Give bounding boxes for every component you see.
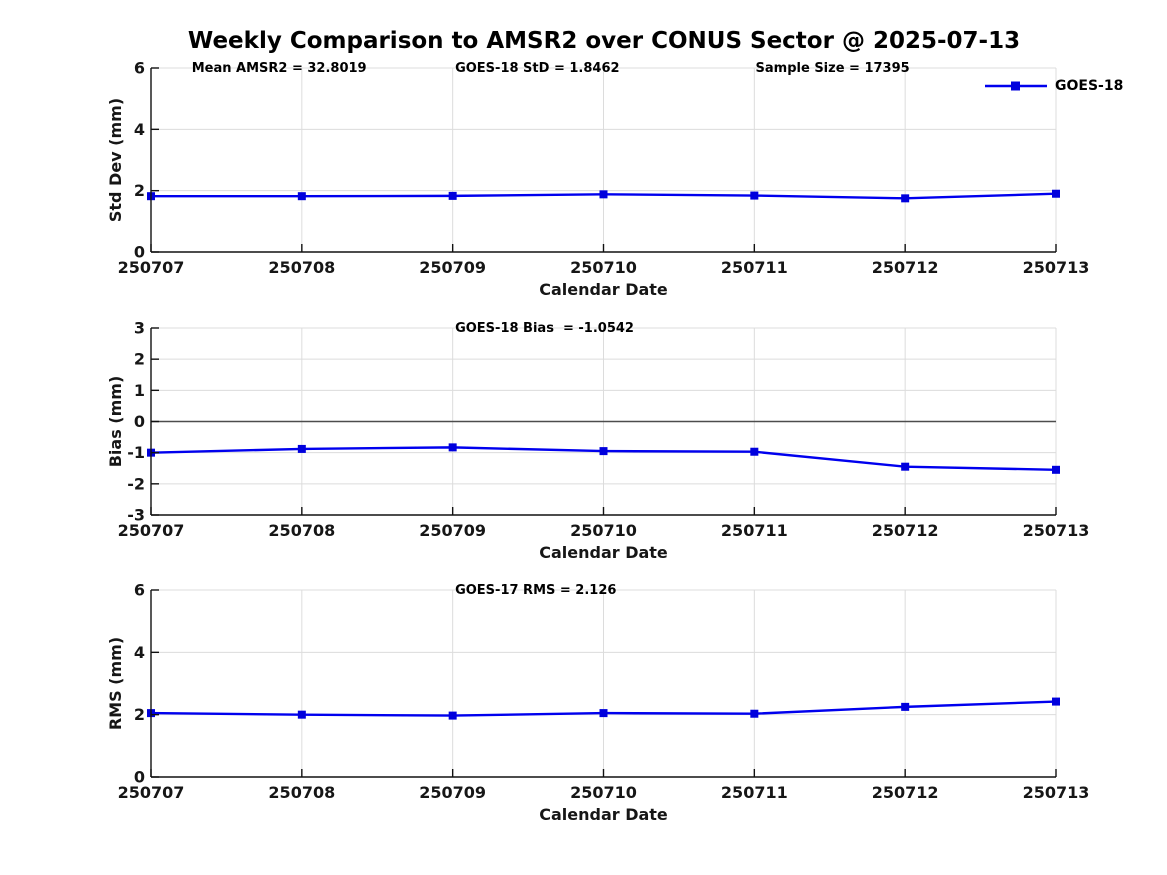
legend-label: GOES-18 <box>1055 78 1124 94</box>
x-tick-label: 250708 <box>268 258 335 277</box>
legend-line-icon <box>985 81 1047 91</box>
x-tick-label: 250709 <box>419 783 486 802</box>
x-tick-label: 250707 <box>118 783 185 802</box>
y-tick-label: 0 <box>134 412 145 431</box>
data-point-marker <box>901 194 910 203</box>
x-tick-label: 250710 <box>570 258 637 277</box>
data-point-marker <box>448 711 457 720</box>
data-point-marker <box>599 709 608 718</box>
legend: GOES-18 <box>983 78 1123 94</box>
x-tick-label: 250712 <box>872 258 939 277</box>
x-tick-label: 250712 <box>872 783 939 802</box>
data-point-marker <box>448 443 457 452</box>
y-tick-label: 2 <box>134 181 145 200</box>
y-tick-label: 3 <box>134 319 145 338</box>
stat-annotation: GOES-18 StD = 1.8462 <box>455 61 619 76</box>
y-tick-label: 4 <box>134 120 145 139</box>
stat-annotation: GOES-18 Bias = -1.0542 <box>455 321 634 336</box>
data-point-marker <box>750 191 759 200</box>
y-tick-label: 6 <box>134 581 145 600</box>
data-point-marker <box>750 447 759 456</box>
data-point-marker <box>901 462 910 471</box>
x-tick-label: 250711 <box>721 258 788 277</box>
x-tick-label: 250711 <box>721 783 788 802</box>
stat-annotation: Mean AMSR2 = 32.8019 <box>192 61 367 76</box>
x-tick-label: 250707 <box>118 521 185 540</box>
x-tick-label: 250713 <box>1023 258 1090 277</box>
y-tick-label: 0 <box>134 243 145 262</box>
data-point-marker <box>901 702 910 711</box>
x-tick-label: 250713 <box>1023 783 1090 802</box>
y-axis-label: Bias (mm) <box>106 376 125 468</box>
y-tick-label: 0 <box>134 768 145 787</box>
data-point-marker <box>1052 189 1060 198</box>
y-tick-label: -1 <box>127 443 145 462</box>
x-tick-label: 250710 <box>570 783 637 802</box>
x-tick-label: 250708 <box>268 521 335 540</box>
data-point-marker <box>297 192 306 201</box>
y-axis-label: RMS (mm) <box>106 637 125 730</box>
y-tick-label: -2 <box>127 474 145 493</box>
x-axis-label: Calendar Date <box>539 543 668 562</box>
y-tick-label: 1 <box>134 381 145 400</box>
stat-annotation: GOES-17 RMS = 2.126 <box>455 583 616 598</box>
stat-annotation: Sample Size = 17395 <box>756 61 910 76</box>
y-tick-label: 4 <box>134 643 145 662</box>
data-point-marker <box>297 444 306 453</box>
x-tick-label: 250708 <box>268 783 335 802</box>
x-tick-label: 250711 <box>721 521 788 540</box>
figure-title: Weekly Comparison to AMSR2 over CONUS Se… <box>187 28 1021 54</box>
y-tick-label: 2 <box>134 350 145 369</box>
x-tick-label: 250709 <box>419 258 486 277</box>
x-axis-label: Calendar Date <box>539 280 668 299</box>
data-point-marker <box>599 447 608 456</box>
y-axis-label: Std Dev (mm) <box>106 98 125 222</box>
data-point-marker <box>297 710 306 719</box>
data-point-marker <box>1052 465 1060 474</box>
data-point-marker <box>1052 697 1060 706</box>
x-tick-label: 250710 <box>570 521 637 540</box>
y-tick-label: -3 <box>127 506 145 525</box>
x-tick-label: 250713 <box>1023 521 1090 540</box>
x-axis-label: Calendar Date <box>539 805 668 824</box>
data-point-marker <box>750 709 759 718</box>
data-point-marker <box>448 191 457 200</box>
y-tick-label: 2 <box>134 705 145 724</box>
x-tick-label: 250707 <box>118 258 185 277</box>
x-tick-label: 250709 <box>419 521 486 540</box>
data-point-marker <box>599 190 608 199</box>
x-tick-label: 250712 <box>872 521 939 540</box>
y-tick-label: 6 <box>134 59 145 78</box>
